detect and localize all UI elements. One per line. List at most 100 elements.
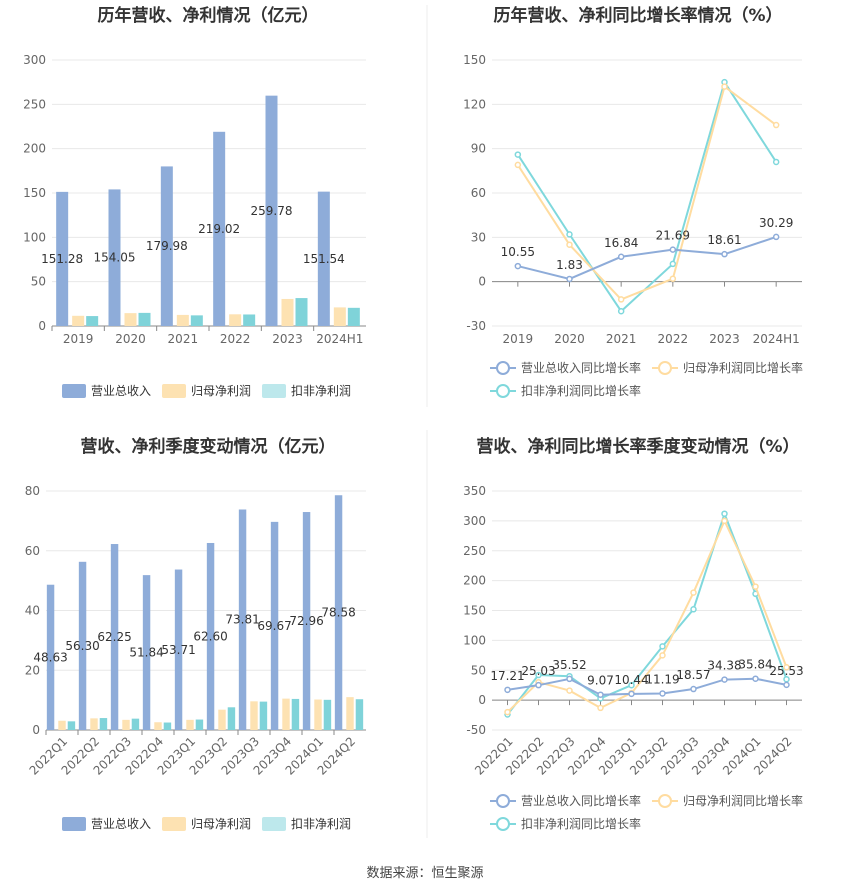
- y-tick-label: 40: [25, 604, 40, 618]
- data-point: [783, 681, 790, 689]
- data-point: [721, 83, 728, 90]
- y-tick-label: 0: [478, 275, 486, 289]
- legend-item: 扣非净利润同比增长率: [490, 383, 641, 398]
- y-tick-label: 0: [478, 693, 486, 707]
- legend-item: 营业总收入同比增长率: [490, 793, 641, 808]
- legend-item: 营业总收入同比增长率: [490, 360, 641, 375]
- x-tick-label: 2020: [115, 332, 146, 346]
- y-tick-label: 150: [463, 53, 486, 67]
- y-tick-label: 200: [23, 142, 46, 156]
- bar-value-label: 62.60: [193, 629, 227, 643]
- y-tick-label: 0: [32, 723, 40, 737]
- data-point: [783, 664, 790, 671]
- chart-annual-line: 历年营收、净利同比增长率情况（%） -30 0 30 60 90 120 150 2019 202…: [463, 5, 803, 398]
- bar-net-profit: [346, 697, 354, 730]
- point-value-label: 34.38: [707, 659, 741, 673]
- bar-revenue: [238, 509, 247, 730]
- x-tick-label: 2024H1: [316, 332, 363, 346]
- bar-net-profit: [90, 718, 98, 730]
- legend-item: 归母净利润同比增长率: [652, 793, 803, 808]
- legend-item: 归母净利润: [162, 817, 251, 831]
- x-tick-label: 2019: [63, 332, 94, 346]
- data-point: [566, 231, 573, 238]
- y-tick-label: -30: [466, 319, 486, 333]
- bar-value-label: 151.54: [303, 252, 345, 266]
- legend-item: 扣非净利润: [262, 384, 351, 398]
- y-tick-label: 20: [25, 663, 40, 677]
- bar-net-profit: [282, 698, 290, 730]
- point-value-label: 10.44: [614, 673, 648, 687]
- bar-value-label: 179.98: [146, 239, 188, 253]
- legend-swatch: [262, 384, 286, 398]
- legend-marker: [496, 817, 510, 831]
- point-value-label: 10.55: [501, 245, 535, 259]
- bar-revenue: [265, 95, 278, 326]
- data-point: [772, 158, 780, 166]
- legend-label: 营业总收入同比增长率: [521, 793, 641, 808]
- legend-item: 营业总收入: [62, 817, 151, 831]
- legend-item: 营业总收入: [62, 384, 151, 398]
- bar-value-label: 62.25: [97, 630, 131, 644]
- legend-swatch: [162, 817, 186, 831]
- data-point: [659, 690, 666, 697]
- y-tick-label: 250: [23, 97, 46, 111]
- data-point: [659, 652, 666, 659]
- bar-value-label: 154.05: [94, 251, 136, 265]
- bar-deducted-profit: [131, 718, 140, 730]
- series-line-revenue: [517, 235, 777, 281]
- bar-net-profit: [250, 701, 258, 730]
- legend-item: 归母净利润同比增长率: [652, 360, 803, 375]
- bar-net-profit: [333, 307, 346, 326]
- data-point: [617, 253, 625, 261]
- bar-revenue: [46, 584, 55, 730]
- data-point: [669, 260, 677, 268]
- legend-label: 归母净利润: [191, 817, 251, 831]
- legend-marker: [658, 361, 672, 375]
- y-tick-label: 350: [463, 484, 486, 498]
- point-value-label: 1.83: [556, 258, 583, 272]
- bar-deducted-profit: [227, 707, 236, 730]
- bar-deducted-profit: [67, 721, 76, 730]
- legend-label: 营业总收入同比增长率: [521, 360, 641, 375]
- x-tick-label: 2022: [220, 332, 251, 346]
- bar-deducted-profit: [99, 718, 108, 730]
- bar-net-profit: [314, 699, 322, 730]
- legend-label: 归母净利润同比增长率: [683, 793, 803, 808]
- data-point: [597, 704, 604, 712]
- point-value-label: 17.21: [490, 669, 524, 683]
- bar-value-label: 48.63: [33, 650, 67, 664]
- legend-label: 扣非净利润: [291, 384, 351, 398]
- data-point: [772, 233, 780, 241]
- bar-deducted-profit: [195, 719, 204, 730]
- x-tick-label: 2021: [606, 332, 637, 346]
- legend-swatch: [262, 817, 286, 831]
- bar-net-profit: [186, 719, 194, 730]
- point-value-label: 18.57: [676, 668, 710, 682]
- bar-revenue: [213, 131, 226, 326]
- x-tick-label: 2023: [272, 332, 303, 346]
- bar-value-label: 72.96: [289, 614, 323, 628]
- chart-annual-bar: 历年营收、净利情况（亿元） 0 50 100 150 200 250 300 2019 2020 2…: [23, 5, 366, 398]
- legend-swatch: [162, 384, 186, 398]
- point-value-label: 9.07: [587, 674, 614, 688]
- x-tick-label: 2022: [658, 332, 689, 346]
- bar-deducted-profit: [163, 722, 172, 730]
- chart-quarter-line: 营收、净利同比增长率季度变动情况（%） -50 0 50 100 150 200 250 300…: [463, 436, 804, 831]
- bar-deducted-profit: [323, 699, 332, 730]
- legend-label: 归母净利润同比增长率: [683, 360, 803, 375]
- data-point: [772, 121, 780, 129]
- y-tick-label: 0: [38, 319, 46, 333]
- y-tick-label: 250: [463, 544, 486, 558]
- point-value-label: 16.84: [604, 236, 638, 250]
- data-point: [617, 307, 625, 315]
- legend-label: 归母净利润: [191, 384, 251, 398]
- data-point: [566, 275, 573, 283]
- point-value-label: 35.84: [738, 658, 772, 672]
- bar-deducted-profit: [259, 701, 268, 730]
- chart-title: 营收、净利季度变动情况（亿元）: [81, 436, 336, 457]
- data-point: [566, 687, 573, 694]
- bar-deducted-profit: [347, 307, 360, 326]
- bar-deducted-profit: [86, 316, 99, 326]
- bar-revenue: [110, 544, 119, 730]
